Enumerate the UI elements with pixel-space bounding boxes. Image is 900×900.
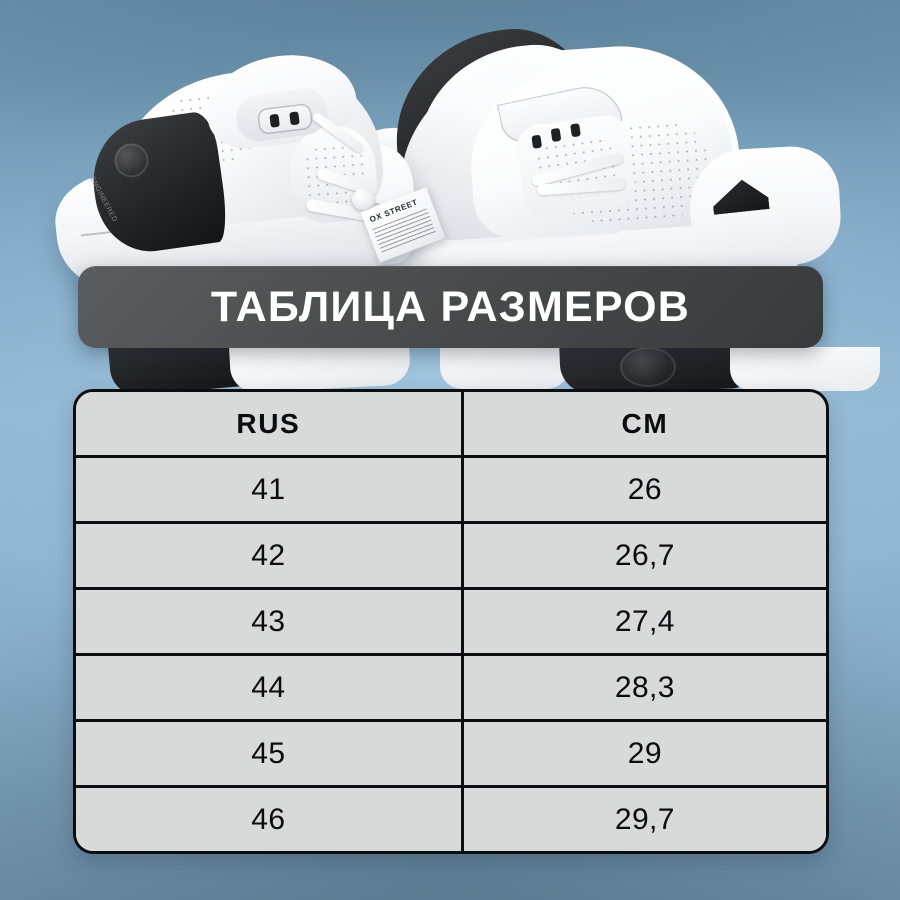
cell-cm: 26: [462, 456, 826, 524]
lace-knot: [352, 188, 374, 210]
column-header-rus: RUS: [76, 392, 464, 458]
cell-rus: 41: [76, 456, 464, 524]
embossed-logo-icon: [620, 347, 676, 387]
cell-cm: 27,4: [462, 588, 826, 656]
title-banner: ТАБЛИЦА РАЗМЕРОВ: [78, 266, 823, 348]
cell-cm: 29,7: [462, 786, 826, 851]
eyelet-icon: [531, 134, 543, 149]
size-table-container: RUS CM 41 26 42 26,7 43 27,4 44: [73, 389, 829, 854]
table-row: 46 29,7: [76, 786, 826, 851]
eyelet-icon: [289, 111, 300, 126]
cell-rus: 44: [76, 654, 464, 722]
lower-strip-white-panel: [228, 347, 412, 391]
lower-strip-white-panel: [730, 347, 880, 391]
product-photo: OX STREET ENGINEERED: [0, 0, 900, 400]
embossed-logo-icon: [112, 141, 151, 180]
table-header-row: RUS CM: [76, 392, 826, 458]
eyelet-icon: [269, 113, 280, 128]
table-row: 41 26: [76, 456, 826, 524]
column-header-cm: CM: [462, 392, 826, 458]
table-row: 42 26,7: [76, 522, 826, 590]
page-title: ТАБЛИЦА РАЗМЕРОВ: [210, 282, 691, 331]
eyelet-icon: [570, 123, 581, 138]
cell-rus: 45: [76, 720, 464, 788]
cell-cm: 29: [462, 720, 826, 788]
cell-cm: 26,7: [462, 522, 826, 590]
table-row: 44 28,3: [76, 654, 826, 722]
cell-rus: 42: [76, 522, 464, 590]
cell-rus: 46: [76, 786, 464, 851]
table-row: 43 27,4: [76, 588, 826, 656]
lower-strip-white-panel: [440, 347, 570, 389]
table-row: 45 29: [76, 720, 826, 788]
right-sneaker-lace-panel: [514, 112, 638, 220]
cell-rus: 43: [76, 588, 464, 656]
size-table: RUS CM 41 26 42 26,7 43 27,4 44: [76, 392, 826, 851]
cell-cm: 28,3: [462, 654, 826, 722]
eyelet-icon: [550, 127, 562, 143]
product-photo-lower-strip: [0, 347, 900, 391]
